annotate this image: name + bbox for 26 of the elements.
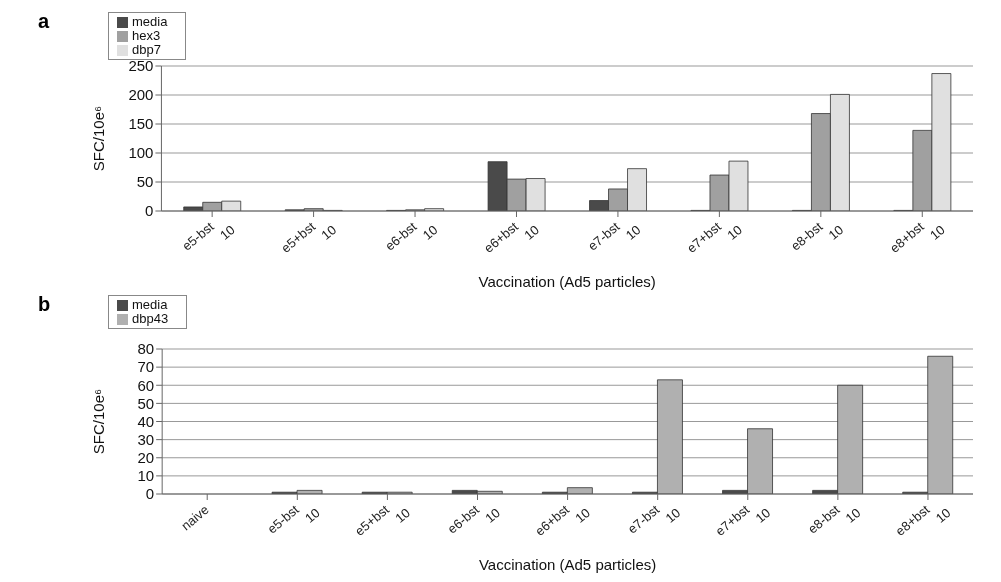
legend-label: media [132,297,168,312]
legend-label: dbp43 [132,311,169,326]
y-tick-label: 150 [128,115,154,133]
y-tick-label: 50 [137,394,155,412]
x-axis-title: Vaccination (Ad5 particles) [478,273,656,290]
y-tick-label: 50 [136,173,154,191]
legend-label: hex3 [132,28,161,43]
y-tick-label: 70 [137,358,155,376]
y-tick-label: 80 [137,340,155,358]
y-tick-label: 200 [128,86,154,104]
y-axis-title: SFC/10e⁶ [89,105,107,172]
legend-label: media [132,14,168,29]
y-tick-label: 10 [137,467,155,485]
y-tick-label: 60 [137,376,155,394]
y-tick-label: 250 [128,57,154,75]
x-axis-title: Vaccination (Ad5 particles) [478,556,657,573]
y-tick-label: 20 [137,449,155,467]
legend-label: dbp7 [132,42,161,57]
chart-title: b [38,293,51,316]
y-tick-label: 0 [145,485,155,503]
chart-title: a [38,10,50,33]
y-tick-label: 30 [137,430,155,448]
y-tick-label: 100 [128,144,154,162]
y-tick-label: 0 [145,202,154,220]
y-axis-title: SFC/10e⁶ [90,388,108,455]
y-tick-label: 40 [137,412,155,430]
